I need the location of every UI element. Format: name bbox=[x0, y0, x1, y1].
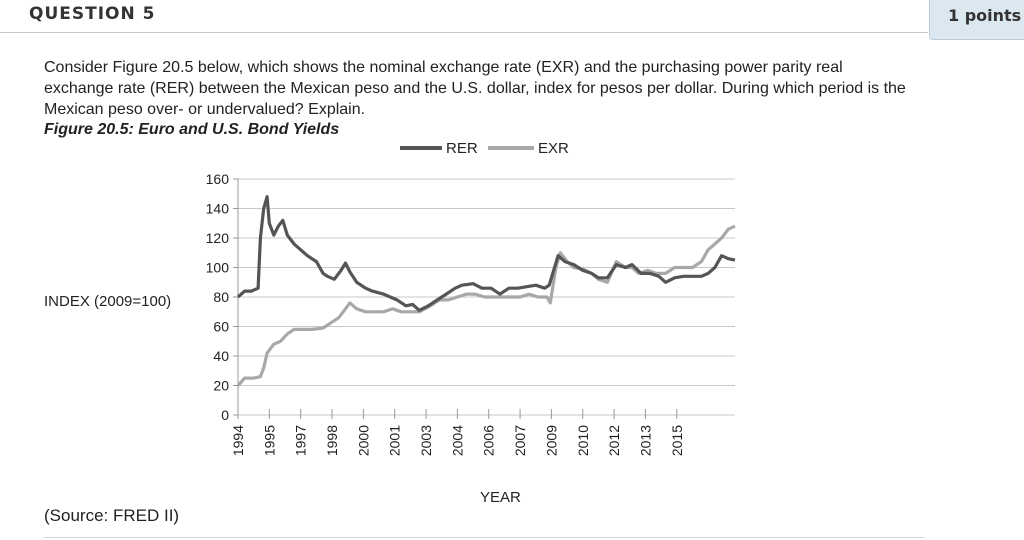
y-axis: 0 20 40 60 80 100 120 140 160 bbox=[206, 171, 239, 423]
legend-exr-label: EXR bbox=[538, 140, 569, 157]
source-note: (Source: FRED II) bbox=[44, 506, 180, 525]
y-tick-label: 40 bbox=[213, 348, 229, 364]
y-tick-label: 0 bbox=[221, 407, 229, 423]
points-badge: 1 points bbox=[929, 0, 1024, 40]
y-tick-label: 120 bbox=[206, 230, 230, 246]
x-tick-label: 2001 bbox=[387, 425, 403, 456]
x-tick-label: 2003 bbox=[418, 425, 434, 456]
x-axis-label: YEAR bbox=[480, 489, 521, 506]
chart-legend: RER EXR bbox=[400, 140, 569, 157]
figure-title: Figure 20.5: Euro and U.S. Bond Yields bbox=[44, 121, 340, 138]
x-tick-label: 2006 bbox=[481, 425, 497, 456]
x-tick-label: 2007 bbox=[512, 425, 528, 456]
x-tick-label: 2000 bbox=[355, 425, 371, 456]
question-header: QUESTION 5 bbox=[0, 0, 1024, 40]
x-tick-label: 2009 bbox=[543, 425, 559, 456]
y-tick-label: 160 bbox=[206, 171, 230, 187]
answer-box-top-border bbox=[44, 537, 924, 538]
y-axis-label: INDEX (2009=100) bbox=[44, 293, 171, 310]
y-tick-label: 60 bbox=[213, 319, 229, 335]
y-tick-label: 140 bbox=[206, 201, 230, 217]
question-title: QUESTION 5 bbox=[29, 4, 156, 24]
series-line-rer bbox=[236, 195, 736, 312]
points-label: 1 points bbox=[948, 6, 1022, 25]
header-divider bbox=[0, 32, 928, 33]
y-tick-label: 80 bbox=[213, 289, 229, 305]
legend-rer-label: RER bbox=[446, 140, 478, 157]
x-tick-label: 2013 bbox=[637, 425, 653, 456]
series-line-exr bbox=[236, 224, 736, 387]
x-axis: 1994 1995 1997 1998 2000 2001 2003 2004 2006 2007… bbox=[230, 409, 685, 456]
x-tick-label: 2010 bbox=[575, 425, 591, 456]
x-tick-label: 2015 bbox=[669, 425, 685, 456]
series-lines bbox=[236, 195, 736, 387]
x-tick-label: 2012 bbox=[606, 425, 622, 456]
x-tick-label: 1994 bbox=[230, 425, 246, 456]
y-tick-label: 20 bbox=[213, 378, 229, 394]
question-prompt: Consider Figure 20.5 below, which shows … bbox=[44, 59, 906, 118]
y-tick-label: 100 bbox=[206, 260, 230, 276]
x-tick-label: 1998 bbox=[324, 425, 340, 456]
y-gridlines bbox=[238, 178, 735, 416]
x-tick-label: 2004 bbox=[449, 425, 465, 456]
x-tick-label: 1997 bbox=[293, 425, 309, 456]
x-tick-label: 1995 bbox=[261, 425, 277, 456]
